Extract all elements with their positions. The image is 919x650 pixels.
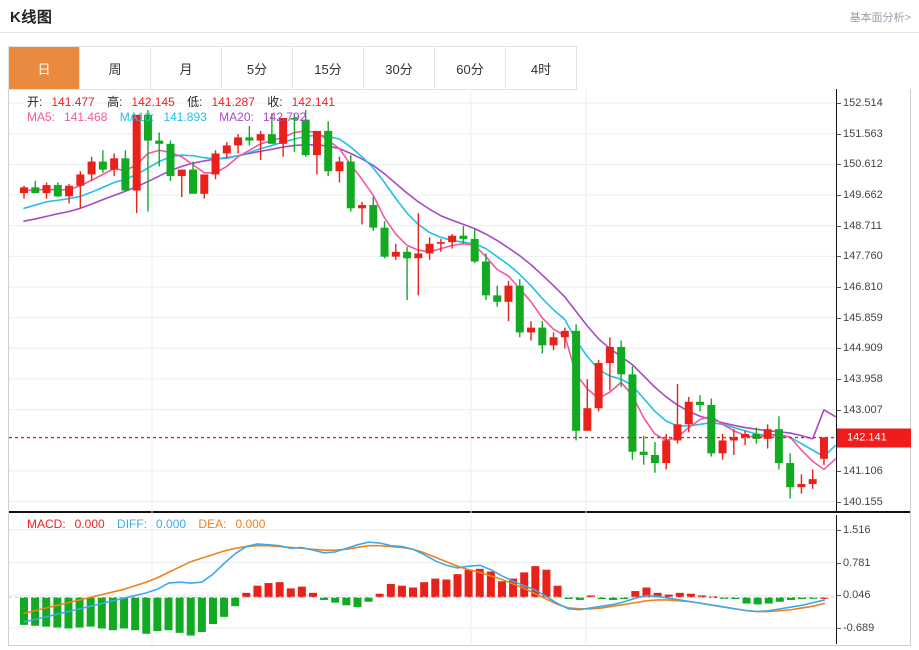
price-axis: 152.514 151.563 150.612 149.662 148.711 147.7… — [836, 89, 911, 511]
price-pane[interactable]: 开: 141.477 高: 142.145 低: 141.287 收: 142.141 … — [9, 89, 911, 513]
macd-plot — [9, 515, 836, 644]
price-y-tick-12: 140.155 — [837, 495, 883, 508]
macd-pane[interactable]: MACD: 0.000 DIFF: 0.000 DEA: 0.000 1.516 0.7… — [9, 515, 910, 644]
price-y-tick-1: 151.563 — [837, 127, 883, 140]
period-tab-5[interactable]: 30分 — [364, 47, 435, 89]
macd-y-tick-2: 0.046 — [837, 589, 871, 602]
price-y-tick-2: 150.612 — [837, 158, 883, 171]
price-y-tick-11: 141.106 — [837, 464, 883, 477]
period-tab-7[interactable]: 4时 — [506, 47, 577, 89]
fundamental-analysis-link[interactable]: 基本面分析> — [849, 12, 911, 24]
period-tab-0[interactable]: 日 — [9, 47, 80, 89]
period-tab-2[interactable]: 月 — [151, 47, 222, 89]
price-y-tick-0: 152.514 — [837, 97, 883, 110]
price-plot — [9, 89, 836, 513]
period-tab-4[interactable]: 15分 — [293, 47, 364, 89]
period-tab-1[interactable]: 周 — [80, 47, 151, 89]
period-tab-3[interactable]: 5分 — [222, 47, 293, 89]
chart-frame: 开: 141.477 高: 142.145 低: 141.287 收: 142.141 … — [8, 89, 911, 646]
price-y-tick-6: 146.810 — [837, 280, 883, 293]
price-y-tick-3: 149.662 — [837, 189, 883, 202]
price-y-tick-8: 144.909 — [837, 342, 883, 355]
price-y-tick-9: 143.958 — [837, 372, 883, 385]
period-tab-bar: 日周月 5分 15分 30分 60分 4时 — [8, 46, 577, 90]
price-y-tick-10: 143.007 — [837, 403, 883, 416]
current-price-badge: 142.141 — [837, 428, 911, 448]
price-y-tick-5: 147.760 — [837, 250, 883, 263]
widget-header: K线图 基本面分析> — [0, 0, 919, 33]
macd-y-tick-1: 0.781 — [837, 556, 871, 569]
price-y-tick-4: 148.711 — [837, 219, 882, 232]
period-tab-6[interactable]: 60分 — [435, 47, 506, 89]
macd-y-tick-3: -0.689 — [836, 621, 875, 634]
macd-y-tick-0: 1.516 — [837, 523, 871, 536]
page-title: K线图 — [10, 9, 53, 26]
price-y-tick-7: 145.859 — [837, 311, 883, 324]
macd-axis: 1.516 0.781 0.046 -0.689 — [836, 515, 910, 644]
